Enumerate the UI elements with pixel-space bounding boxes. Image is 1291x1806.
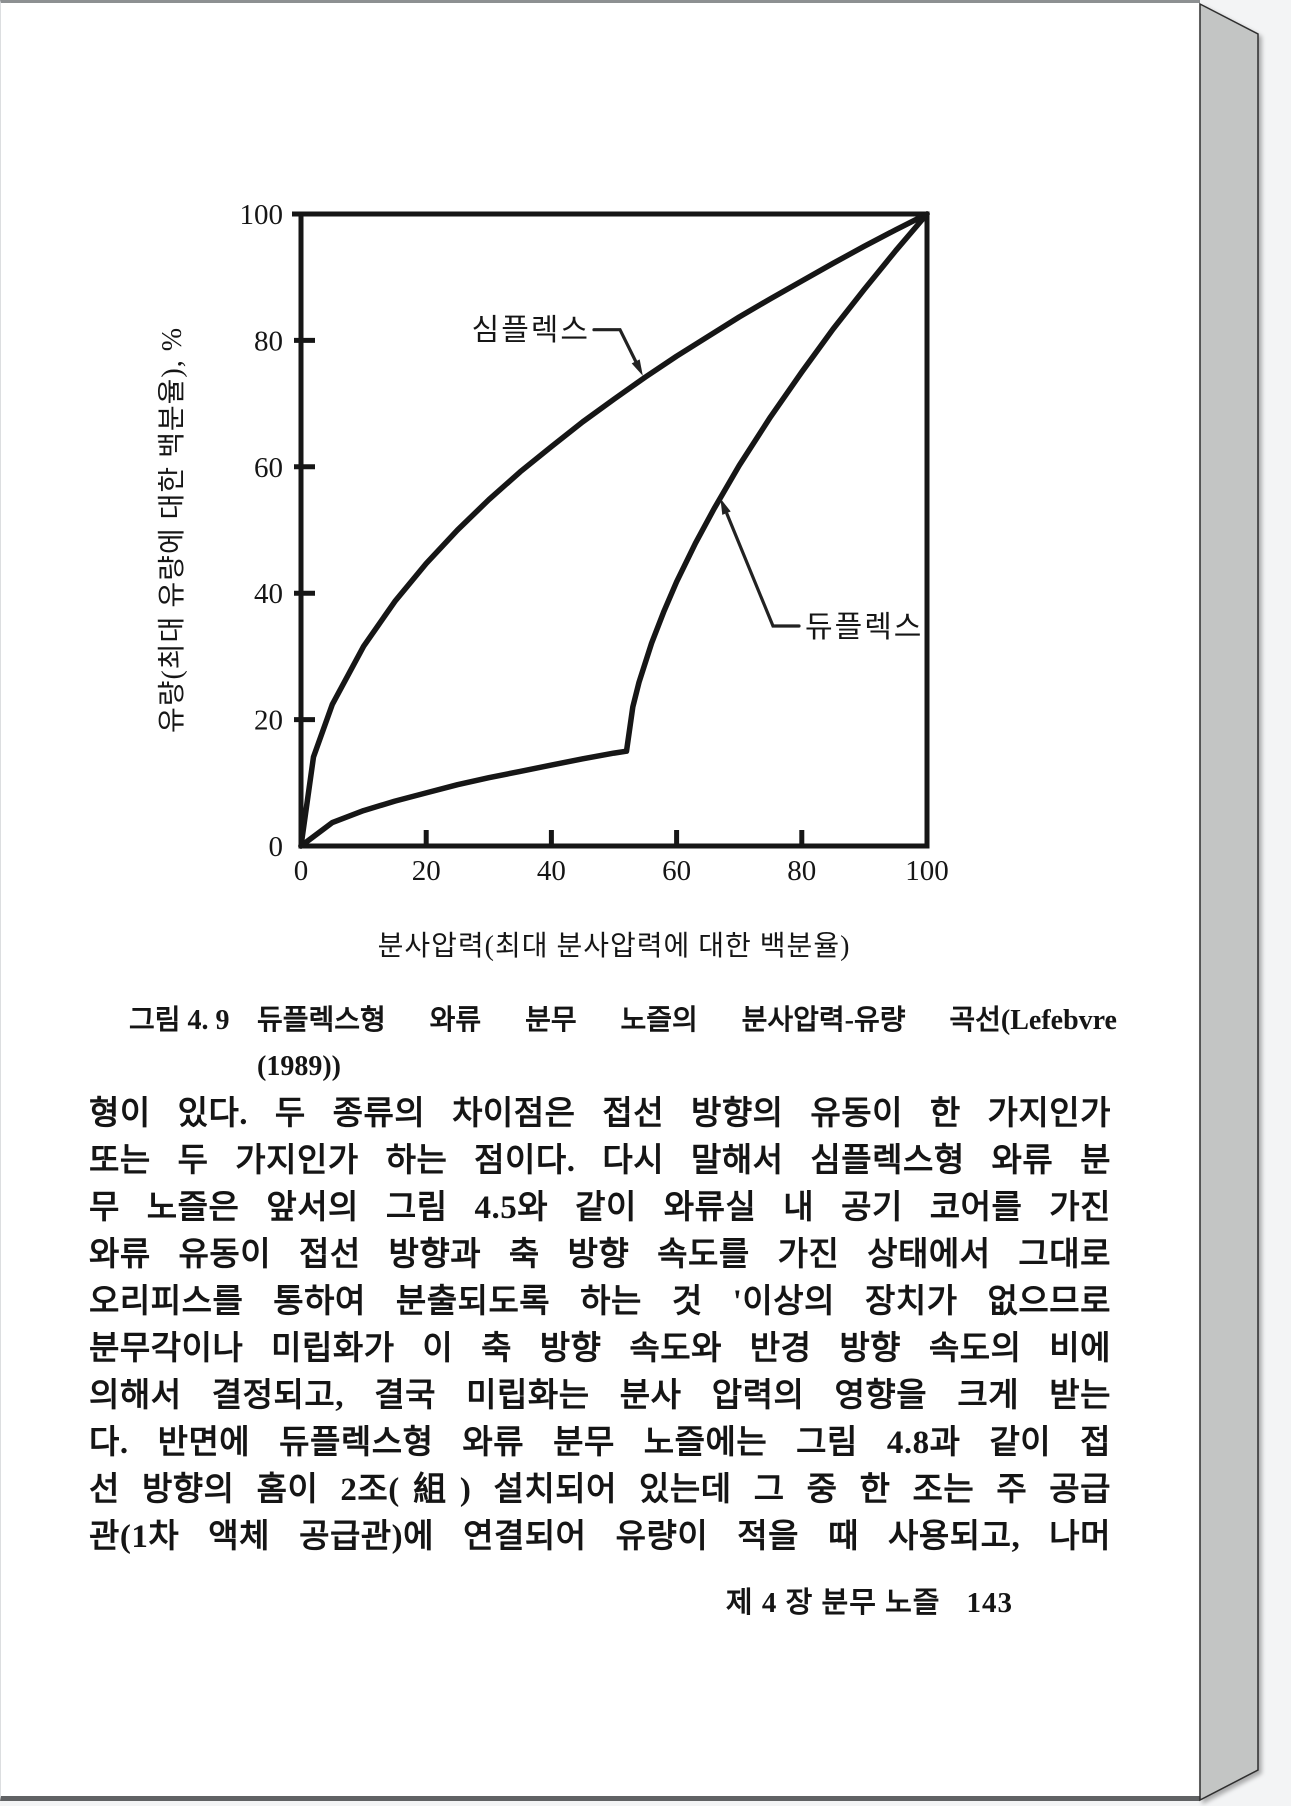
body-text-line: 무 노즐은 앞서의 그림 4.5와 같이 와류실 내 공기 코어를 가진 xyxy=(89,1190,1111,1226)
footer-page-number: 143 xyxy=(966,1587,1013,1619)
simplex-label: 심플렉스 xyxy=(472,314,590,347)
y-tick-label: 80 xyxy=(254,325,283,357)
y-tick-label: 40 xyxy=(254,578,283,610)
curve-simplex xyxy=(298,211,930,849)
y-tick-label: 0 xyxy=(269,831,284,863)
body-text-line: 선 방향의 홈이 2조(組) 설치되어 있는데 그 중 한 조는 주 공급 xyxy=(89,1472,1111,1508)
body-text-line: 와류 유동이 접선 방향과 축 방향 속도를 가진 상태에서 그대로 xyxy=(89,1237,1111,1273)
figure-caption-label: 그림 4. 9 xyxy=(129,1005,230,1036)
curve-duplex xyxy=(298,211,930,849)
x-tick-label: 100 xyxy=(905,855,949,887)
simplex-annotation: 심플렉스 xyxy=(472,314,643,376)
data-curves xyxy=(298,211,930,849)
body-text-line: 다. 반면에 듀플렉스형 와류 분무 노즐에는 그림 4.8과 같이 접 xyxy=(89,1425,1111,1461)
duplex-annotation: 듀플렉스 xyxy=(720,498,923,644)
y-tick-label: 60 xyxy=(254,452,283,484)
axis-ticks xyxy=(292,211,805,846)
figure-caption-text: 듀플렉스형 와류 분무 노즐의 분사압력-유량 곡선(Lefebvre xyxy=(257,1005,1117,1036)
book-page-edge xyxy=(1199,2,1259,1802)
x-axis-title: 분사압력(최대 분사압력에 대한 백분율) xyxy=(378,930,851,962)
figure-caption-text-2: (1989)) xyxy=(257,1051,341,1082)
simplex-arrowhead-icon xyxy=(631,359,643,376)
book-page: 0 20 40 60 80 100 0 20 40 60 80 100 유량(최대 유량에 대한 백… xyxy=(0,0,1200,1801)
body-text-line: 의해서 결정되고, 결국 미립화는 분사 압력의 영향을 크게 받는 xyxy=(89,1378,1111,1414)
y-axis-title: 유량(최대 유량에 대한 백분율), % xyxy=(156,327,188,733)
duplex-label: 듀플렉스 xyxy=(805,611,923,644)
x-tick-label: 0 xyxy=(294,855,309,887)
y-tick-label: 100 xyxy=(240,199,284,231)
page-edge-face xyxy=(1199,2,1259,1802)
figure-chart: 0 20 40 60 80 100 0 20 40 60 80 100 유량(최대 유량에 대한 백… xyxy=(156,199,949,962)
body-text-line: 오리피스를 통하여 분출되도록 하는 것 '이상의 장치가 없으므로 xyxy=(89,1284,1111,1320)
x-tick-labels: 0 20 40 60 80 100 xyxy=(294,855,949,887)
y-tick-labels: 0 20 40 60 80 100 xyxy=(240,199,284,863)
simplex-leader-line xyxy=(592,328,639,366)
x-tick-label: 40 xyxy=(537,855,566,887)
duplex-arrowhead-icon xyxy=(720,498,731,515)
body-text-line: 형이 있다. 두 종류의 차이점은 접선 방향의 유동이 한 가지인가 xyxy=(89,1096,1111,1132)
page-footer: 제 4 장 분무 노즐 143 xyxy=(601,1579,1013,1621)
y-tick-label: 20 xyxy=(254,705,283,737)
body-text-line: 분무각이나 미립화가 이 축 방향 속도와 반경 방향 속도의 비에 xyxy=(89,1331,1111,1367)
body-text-line: 또는 두 가지인가 하는 점이다. 다시 말해서 심플렉스형 와류 분 xyxy=(89,1143,1111,1179)
footer-chapter-title: 제 4 장 분무 노즐 xyxy=(725,1587,941,1619)
body-text-line: 관(1차 액체 공급관)에 연결되어 유량이 적을 때 사용되고, 나머 xyxy=(89,1519,1111,1555)
x-tick-label: 60 xyxy=(662,855,691,887)
duplex-leader-line xyxy=(725,512,801,628)
x-tick-label: 20 xyxy=(412,855,441,887)
figure-caption: 그림 4. 9 듀플렉스형 와류 분무 노즐의 분사압력-유량 곡선(Lefeb… xyxy=(129,998,1117,1090)
plot-frame xyxy=(298,211,930,849)
x-tick-label: 80 xyxy=(787,855,816,887)
